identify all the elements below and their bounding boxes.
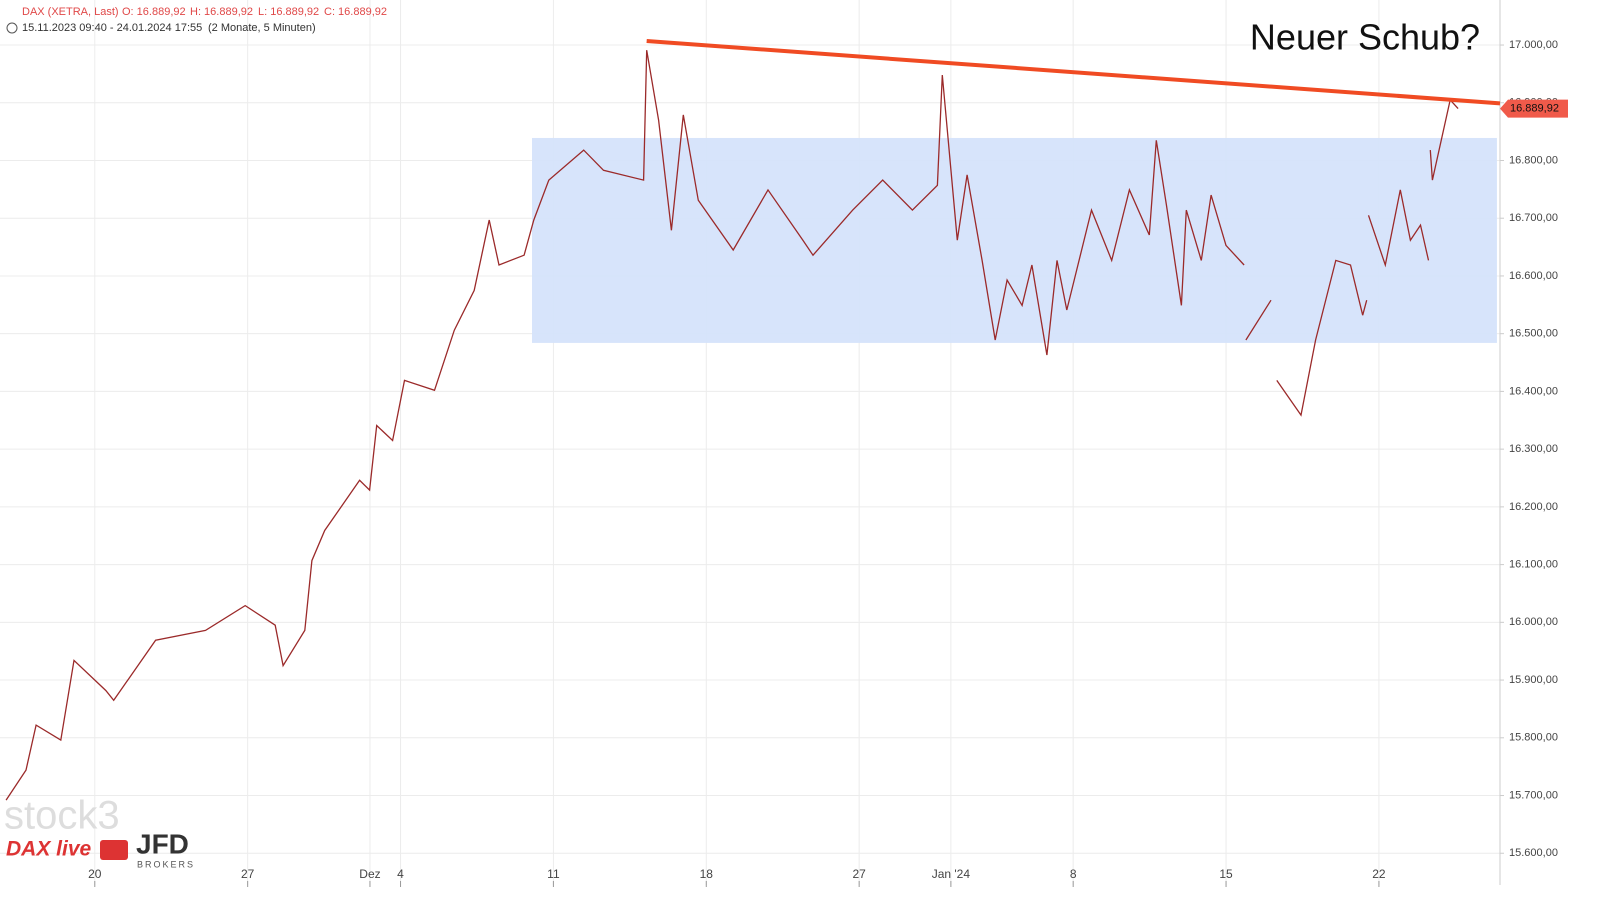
logo-stock3: stock3: [4, 794, 120, 838]
x-tick-label: 8: [1070, 867, 1077, 881]
x-tick-label: 27: [852, 867, 866, 881]
x-tick-label: Dez: [359, 867, 380, 881]
logo-brokers: BROKERS: [137, 859, 195, 869]
x-tick-label: 27: [241, 867, 255, 881]
y-tick-label: 15.600,00: [1509, 847, 1558, 859]
x-tick-label: 15: [1219, 867, 1233, 881]
interval: (2 Monate, 5 Minuten): [208, 22, 316, 34]
y-tick-label: 16.300,00: [1509, 443, 1558, 455]
y-tick-label: 17.000,00: [1509, 39, 1558, 51]
period: 15.11.2023 09:40 - 24.01.2024 17:55: [22, 22, 202, 34]
y-tick-label: 16.400,00: [1509, 385, 1558, 397]
x-tick-label: 4: [397, 867, 404, 881]
y-tick-label: 15.800,00: [1509, 732, 1558, 744]
close: C: 16.889,92: [324, 6, 387, 18]
x-tick-label: 18: [700, 867, 714, 881]
range-box: [532, 137, 1497, 343]
instrument: DAX (XETRA, Last): [22, 6, 119, 18]
open: O: 16.889,92: [122, 6, 186, 18]
annotation: Neuer Schub?: [1250, 17, 1480, 58]
y-tick-label: 16.500,00: [1509, 328, 1558, 340]
x-tick-label: Jan '24: [932, 867, 971, 881]
low: L: 16.889,92: [258, 6, 319, 18]
y-tick-label: 16.600,00: [1509, 270, 1558, 282]
y-tick-label: 15.900,00: [1509, 674, 1558, 686]
last-price-tag: [1500, 99, 1568, 118]
y-tick-label: 16.800,00: [1509, 154, 1558, 166]
last-price-label: 16.889,92: [1510, 102, 1559, 114]
x-tick-label: 22: [1372, 867, 1386, 881]
y-tick-label: 16.200,00: [1509, 501, 1558, 513]
logo-play: [100, 840, 128, 860]
clock-icon: [6, 22, 18, 34]
high: H: 16.889,92: [190, 6, 253, 18]
price-line: [5, 50, 1459, 801]
logo-jfd: JFD: [136, 828, 189, 859]
logo-dax-live: DAX live: [6, 838, 92, 861]
x-tick-label: 11: [547, 867, 560, 881]
y-tick-label: 16.700,00: [1509, 212, 1558, 224]
y-tick-label: 16.100,00: [1509, 559, 1558, 571]
trendline: [646, 38, 1501, 106]
y-tick-label: 16.000,00: [1509, 616, 1558, 628]
y-tick-label: 15.700,00: [1509, 789, 1558, 801]
x-tick-label: 20: [88, 867, 102, 881]
